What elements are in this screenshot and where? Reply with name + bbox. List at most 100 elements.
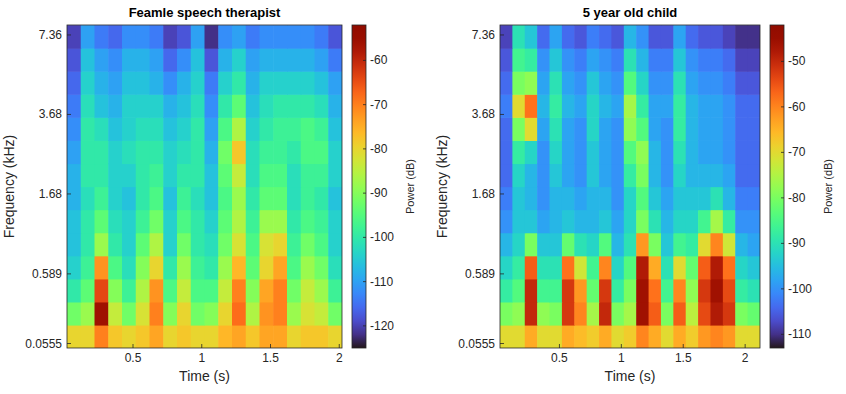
cell bbox=[177, 187, 191, 211]
cell bbox=[537, 325, 550, 348]
cell bbox=[611, 187, 624, 211]
cell bbox=[246, 25, 260, 49]
cell bbox=[205, 302, 219, 326]
cell bbox=[108, 163, 122, 187]
cell bbox=[191, 279, 205, 303]
cell bbox=[673, 94, 686, 118]
cell bbox=[599, 187, 612, 211]
cell bbox=[136, 71, 150, 95]
cell bbox=[686, 94, 699, 118]
cell bbox=[150, 94, 164, 118]
cell bbox=[218, 325, 232, 348]
cell bbox=[205, 163, 219, 187]
cell bbox=[562, 71, 575, 95]
cell bbox=[698, 163, 711, 187]
cell bbox=[698, 71, 711, 95]
cell bbox=[698, 48, 711, 72]
cell bbox=[108, 71, 122, 95]
cell bbox=[611, 325, 624, 348]
cell bbox=[315, 233, 329, 257]
cell bbox=[81, 187, 95, 211]
x-tick-label: 1.5 bbox=[675, 351, 692, 365]
cell bbox=[122, 187, 136, 211]
cell bbox=[710, 187, 723, 211]
cell bbox=[624, 140, 637, 164]
cell bbox=[710, 210, 723, 234]
cell bbox=[710, 256, 723, 280]
cell bbox=[136, 256, 150, 280]
cell bbox=[587, 163, 600, 187]
cell bbox=[748, 279, 760, 303]
cell bbox=[500, 256, 513, 280]
cell bbox=[710, 71, 723, 95]
cell bbox=[735, 140, 748, 164]
cell bbox=[246, 302, 260, 326]
cell bbox=[587, 48, 600, 72]
cell bbox=[686, 117, 699, 141]
cell bbox=[81, 25, 95, 49]
cell bbox=[81, 163, 95, 187]
cell bbox=[108, 94, 122, 118]
cell bbox=[246, 140, 260, 164]
cell bbox=[67, 233, 81, 257]
colorbar-tick-label: -80 bbox=[370, 142, 388, 156]
cell bbox=[232, 210, 246, 234]
cell bbox=[624, 117, 637, 141]
cell bbox=[636, 187, 649, 211]
title: Feamle speech therapist bbox=[129, 5, 281, 20]
cell bbox=[649, 25, 662, 49]
cell bbox=[150, 25, 164, 49]
cell bbox=[150, 163, 164, 187]
colorbar-tick bbox=[781, 288, 784, 289]
cell bbox=[246, 163, 260, 187]
x-axis-title: Time (s) bbox=[605, 368, 656, 384]
cell bbox=[122, 94, 136, 118]
cell bbox=[81, 325, 95, 348]
cell bbox=[748, 325, 760, 348]
colorbar-tick-label: -100 bbox=[788, 282, 812, 296]
colorbar-tick bbox=[363, 104, 366, 105]
cell bbox=[81, 48, 95, 72]
cell bbox=[163, 210, 177, 234]
cell bbox=[624, 187, 637, 211]
cell bbox=[81, 210, 95, 234]
cell bbox=[735, 233, 748, 257]
colorbar-tick-label: -100 bbox=[370, 230, 394, 244]
cell bbox=[232, 163, 246, 187]
cell bbox=[710, 25, 723, 49]
cell bbox=[150, 71, 164, 95]
cell bbox=[636, 302, 649, 326]
cell bbox=[328, 302, 342, 326]
cell bbox=[735, 71, 748, 95]
cell bbox=[673, 163, 686, 187]
cell bbox=[636, 233, 649, 257]
cell bbox=[191, 233, 205, 257]
cell bbox=[81, 71, 95, 95]
cell bbox=[624, 48, 637, 72]
cell bbox=[301, 48, 315, 72]
cell bbox=[673, 302, 686, 326]
y-tick-label: 1.68 bbox=[472, 187, 496, 201]
colorbar-tick bbox=[363, 193, 366, 194]
cell bbox=[315, 302, 329, 326]
cell bbox=[649, 187, 662, 211]
cell bbox=[512, 325, 525, 348]
cell bbox=[232, 233, 246, 257]
title: 5 year old child bbox=[583, 5, 678, 20]
colorbar-tick-label: -90 bbox=[370, 186, 388, 200]
cell bbox=[205, 140, 219, 164]
cell bbox=[723, 210, 736, 234]
cell bbox=[525, 279, 538, 303]
cell bbox=[636, 279, 649, 303]
y-axis-title: Frequency (kHz) bbox=[434, 135, 450, 238]
cell bbox=[748, 117, 760, 141]
figure: 0.511.520.05550.5891.683.687.36Feamle sp… bbox=[0, 0, 846, 394]
cell bbox=[661, 140, 674, 164]
cell bbox=[673, 210, 686, 234]
colorbar-tick-label: -110 bbox=[370, 275, 393, 289]
cell bbox=[500, 140, 513, 164]
cell bbox=[624, 279, 637, 303]
cell bbox=[698, 94, 711, 118]
cell bbox=[81, 302, 95, 326]
cell bbox=[649, 94, 662, 118]
